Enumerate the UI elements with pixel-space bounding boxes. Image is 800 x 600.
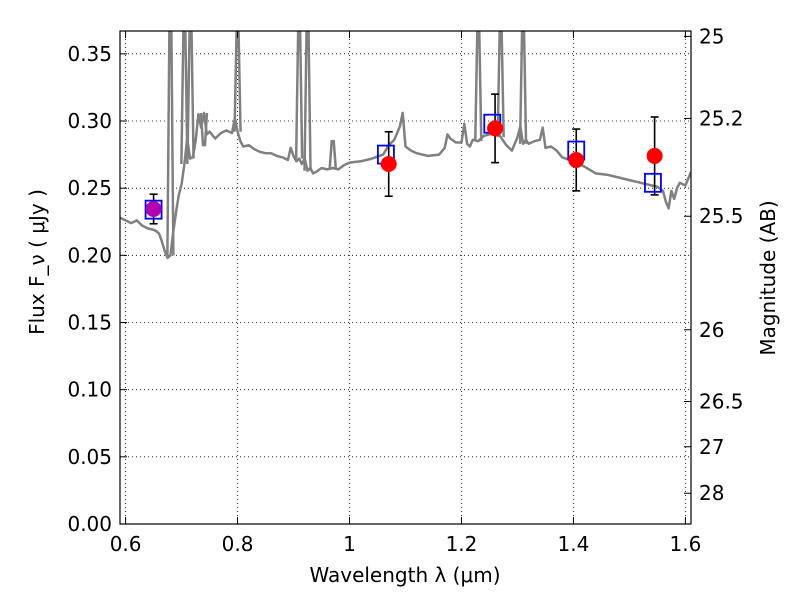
- model-square: [644, 172, 662, 193]
- model-sed-line: [120, 111, 691, 260]
- plot-frame: [119, 30, 692, 525]
- observed-point: [145, 200, 162, 217]
- right-tick-label: 25: [699, 24, 724, 48]
- points-layer: [144, 93, 663, 225]
- model-spike: [166, 31, 175, 256]
- observed-point: [487, 120, 504, 137]
- y-tick-label: 0.10: [67, 378, 112, 402]
- x-tick-label: 1.6: [669, 532, 701, 556]
- x-tick-label: 0.6: [110, 532, 142, 556]
- model-square: [144, 199, 163, 220]
- model-spikes: [166, 31, 528, 256]
- y-tick-label: 0.15: [67, 311, 112, 335]
- x-tick-label: 1.2: [446, 532, 478, 556]
- model-spike: [474, 31, 483, 142]
- x-tick-label: 1: [343, 532, 356, 556]
- model-spike: [294, 31, 304, 159]
- model-spike: [496, 31, 505, 138]
- model-spike: [303, 31, 312, 171]
- right-axis-title: Magnitude (AB): [756, 200, 780, 355]
- y-tick-label: 0.05: [67, 445, 112, 469]
- right-tick-label: 28: [699, 481, 724, 505]
- right-tick-label: 26.5: [699, 389, 744, 413]
- right-tick-label: 27: [699, 435, 724, 459]
- y-tick-label: 0.30: [67, 109, 112, 133]
- data-layer: [120, 31, 691, 260]
- model-spike: [233, 31, 242, 132]
- observed-point: [646, 147, 663, 164]
- y-tick-label: 0.20: [67, 243, 112, 267]
- y-tick-label: 0.25: [67, 176, 112, 200]
- observed-point: [380, 155, 397, 172]
- ticks: 0.6 0.8 1 1.2 1.4 1.6 0.00 0.05 0.10 0.15 0.20 0.25…: [67, 24, 743, 556]
- y-tick-label: 0.00: [67, 512, 112, 536]
- x-axis-title: Wavelength λ (μm): [309, 563, 500, 587]
- observed-point: [568, 151, 585, 168]
- model-spike: [186, 31, 195, 159]
- x-tick-label: 1.4: [558, 532, 590, 556]
- y-tick-label: 0.35: [67, 42, 112, 66]
- right-tick-label: 25.5: [699, 204, 744, 228]
- y-axis-title: Flux F_ν ( μJy ): [25, 189, 49, 335]
- right-tick-label: 25.2: [699, 106, 744, 130]
- plot-background: [120, 31, 691, 524]
- model-spike: [518, 31, 528, 144]
- model-spike: [180, 31, 189, 165]
- right-tick-label: 26: [699, 318, 724, 342]
- model-spike: [199, 112, 209, 147]
- model-spike: [328, 139, 337, 169]
- x-tick-label: 0.8: [222, 532, 254, 556]
